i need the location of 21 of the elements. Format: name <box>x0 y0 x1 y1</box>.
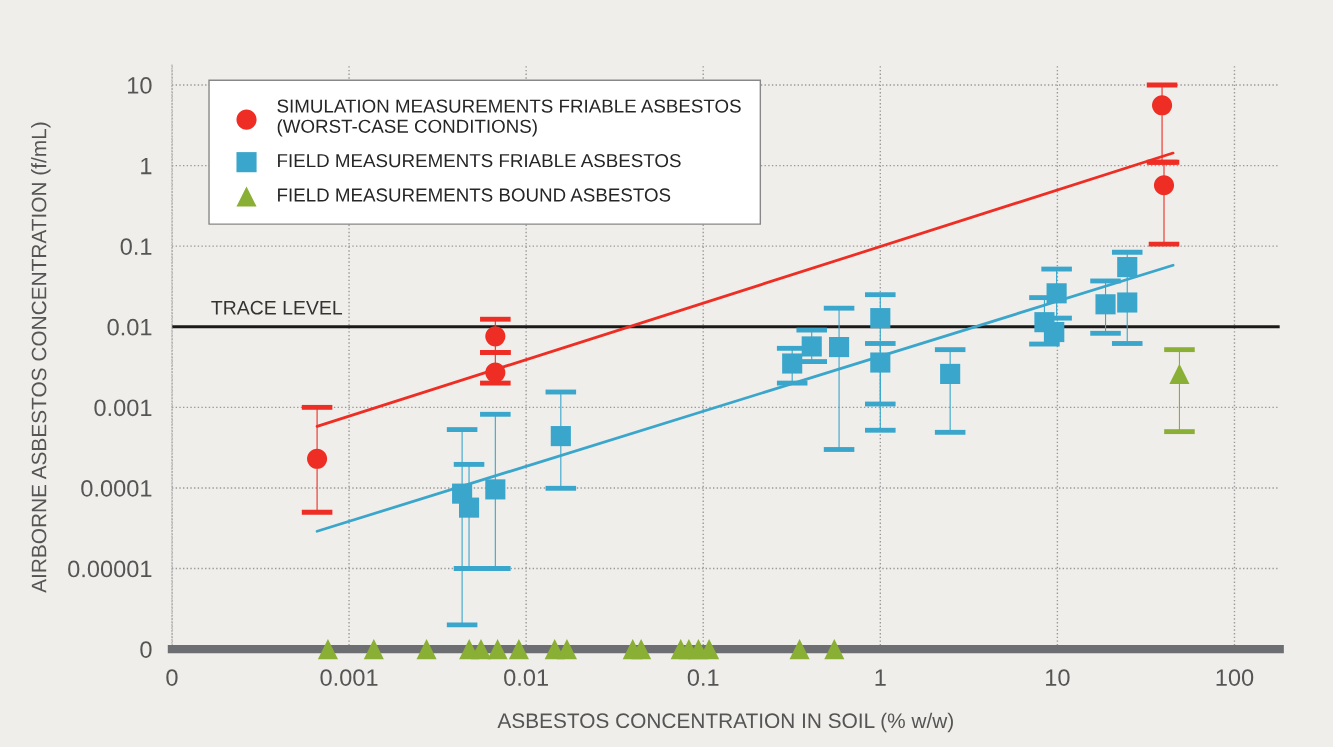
x-tick-label: 0.1 <box>687 669 719 686</box>
x-tick-label: 0 <box>166 669 178 686</box>
y-tick-label: 0.0001 <box>81 480 152 497</box>
ref-line-label: TRACE LEVEL <box>211 300 343 315</box>
x-tick-label: 0.001 <box>320 669 378 686</box>
legend-label: FIELD MEASUREMENTS FRIABLE ASBESTOS <box>278 154 681 168</box>
y-tick-label: 0 <box>140 641 152 658</box>
x-axis-title: ASBESTOS CONCENTRATION IN SOIL (% w/w) <box>497 712 953 733</box>
y-tick-label: 0.1 <box>120 238 152 255</box>
y-tick-label: 0.01 <box>107 318 152 336</box>
x-tick-label: 0.01 <box>504 669 548 686</box>
legend-label: FIELD MEASUREMENTS BOUND ASBESTOS <box>278 188 671 202</box>
y-axis-title: AIRBORNE ASBESTOS CONCENTRATION (f/mL) <box>31 122 51 593</box>
x-tick-label: 100 <box>1216 669 1254 686</box>
y-tick-label: 1 <box>141 157 152 175</box>
x-tick-label: 10 <box>1046 669 1070 686</box>
x-tick-label: 1 <box>875 669 886 686</box>
y-tick-label: 0.001 <box>94 399 152 417</box>
legend-label: SIMULATION MEASUREMENTS FRIABLE ASBESTOS (WORST-CASE CONDITIONS) <box>277 99 741 137</box>
y-tick-label: 10 <box>128 77 152 94</box>
y-tick-label: 0.00001 <box>68 560 152 578</box>
